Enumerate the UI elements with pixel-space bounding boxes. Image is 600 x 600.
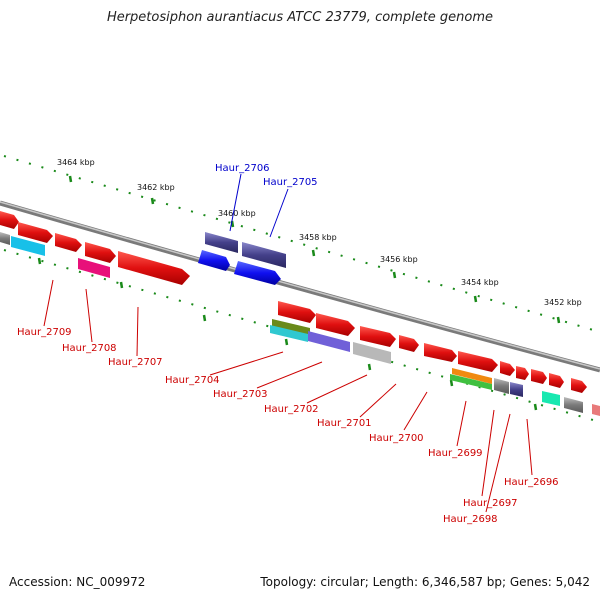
gene-arrow bbox=[18, 222, 53, 243]
tick-label-3458: 3458 kbp bbox=[299, 233, 337, 242]
leader-lines bbox=[43, 173, 533, 513]
tick-label-3456: 3456 kbp bbox=[380, 255, 418, 264]
tick-label-3452: 3452 kbp bbox=[544, 298, 582, 307]
gene-arrow bbox=[55, 233, 82, 252]
other-genes bbox=[0, 232, 583, 413]
gene-arrow bbox=[234, 261, 281, 285]
map-title: Herpetosiphon aurantiacus ATCC 23779, co… bbox=[106, 10, 494, 25]
gene-arrow bbox=[531, 369, 547, 384]
gene-arrow bbox=[360, 326, 396, 347]
genome-summary-text: Topology: circular; Length: 6,346,587 bp… bbox=[260, 575, 590, 589]
genome-backbone bbox=[0, 200, 600, 373]
gene-arrow bbox=[198, 250, 230, 271]
inner-major-ticks bbox=[37, 257, 538, 411]
gene-label-haur-2707: Haur_2707 bbox=[108, 357, 163, 368]
gene-label-haur-2701: Haur_2701 bbox=[317, 418, 372, 429]
gene-label-haur-2700: Haur_2700 bbox=[369, 433, 424, 444]
gene-label-haur-2709: Haur_2709 bbox=[17, 327, 72, 338]
gene-arrow bbox=[571, 378, 587, 393]
gene-label-haur-2706: Haur_2706 bbox=[215, 163, 270, 174]
gene-label-haur-2696: Haur_2696 bbox=[504, 477, 559, 488]
gene-arrow bbox=[458, 351, 498, 372]
gene-arrow bbox=[399, 335, 419, 352]
gene-arrow bbox=[549, 373, 564, 388]
forward-genes bbox=[0, 211, 600, 416]
gene-arrow bbox=[424, 343, 457, 362]
gene-arrow bbox=[592, 404, 600, 416]
tick-label-3460: 3460 kbp bbox=[218, 209, 256, 218]
gene-arrow bbox=[278, 301, 316, 323]
gene-arrow bbox=[500, 361, 515, 376]
accession-text: Accession: NC_009972 bbox=[9, 575, 146, 589]
major-ticks bbox=[68, 175, 561, 324]
gene-arrow bbox=[316, 313, 355, 336]
gene-label-haur-2704: Haur_2704 bbox=[165, 375, 220, 386]
gene-label-haur-2698: Haur_2698 bbox=[443, 514, 498, 525]
tick-label-3464: 3464 kbp bbox=[57, 158, 95, 167]
gene-label-haur-2697: Haur_2697 bbox=[463, 498, 518, 509]
gene-label-haur-2708: Haur_2708 bbox=[62, 343, 117, 354]
gene-arrow bbox=[0, 211, 19, 229]
gene-arrow bbox=[118, 251, 190, 285]
tick-label-3462: 3462 kbp bbox=[137, 183, 175, 192]
gene-label-haur-2705: Haur_2705 bbox=[263, 177, 318, 188]
gene-label-haur-2702: Haur_2702 bbox=[264, 404, 319, 415]
gene-arrow bbox=[516, 366, 529, 380]
gene-arrow bbox=[85, 242, 116, 263]
gene-label-haur-2703: Haur_2703 bbox=[213, 389, 268, 400]
gene-label-haur-2699: Haur_2699 bbox=[428, 448, 483, 459]
tick-label-3454: 3454 kbp bbox=[461, 278, 499, 287]
